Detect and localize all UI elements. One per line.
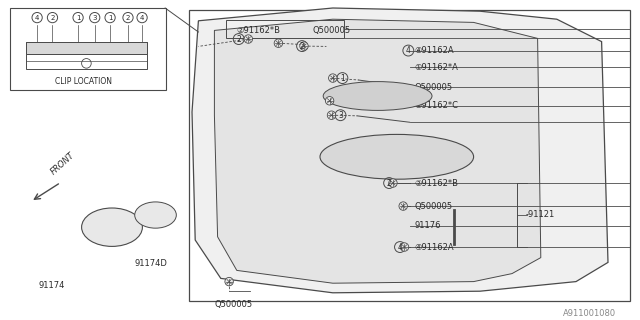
Bar	[189, 10, 630, 301]
Text: 4: 4	[140, 15, 144, 20]
Ellipse shape	[399, 202, 408, 210]
Text: 91174: 91174	[38, 281, 65, 290]
Text: ④91162A: ④91162A	[415, 46, 454, 55]
Text: 2: 2	[236, 35, 241, 44]
Ellipse shape	[274, 39, 283, 47]
Ellipse shape	[320, 134, 474, 179]
Ellipse shape	[225, 277, 234, 286]
Ellipse shape	[300, 42, 308, 50]
Ellipse shape	[244, 35, 253, 43]
Ellipse shape	[400, 243, 409, 251]
Bar	[10, 8, 166, 90]
Text: 1: 1	[108, 15, 113, 20]
Ellipse shape	[134, 202, 177, 228]
Bar	[226, 20, 344, 38]
Text: 91176: 91176	[415, 221, 441, 230]
Text: Q500005: Q500005	[415, 202, 453, 211]
Ellipse shape	[325, 97, 334, 105]
Text: FRONT: FRONT	[49, 150, 76, 176]
Text: 2: 2	[126, 15, 130, 20]
Text: 1: 1	[76, 15, 81, 20]
Text: 1: 1	[340, 74, 345, 83]
Text: 4: 4	[406, 46, 411, 55]
Polygon shape	[214, 19, 541, 283]
Text: 3: 3	[92, 15, 97, 20]
Text: ④91162A: ④91162A	[415, 243, 454, 252]
Ellipse shape	[327, 111, 336, 119]
Text: ②91162*B: ②91162*B	[237, 26, 281, 35]
Text: Q500005: Q500005	[415, 83, 453, 92]
Text: Q500005: Q500005	[214, 300, 253, 308]
Text: Q500005: Q500005	[312, 26, 351, 35]
Text: 2: 2	[300, 42, 305, 51]
Text: 4: 4	[35, 15, 39, 20]
Text: 2: 2	[387, 179, 392, 188]
Text: ②91162*B: ②91162*B	[415, 179, 459, 188]
Text: 3: 3	[338, 111, 343, 120]
Bar	[26, 42, 147, 54]
Ellipse shape	[328, 74, 337, 82]
Text: ①91162*A: ①91162*A	[415, 63, 459, 72]
Text: 4: 4	[397, 243, 403, 252]
Text: CLIP LOCATION: CLIP LOCATION	[54, 77, 112, 86]
Polygon shape	[192, 8, 608, 293]
Text: A911001080: A911001080	[563, 309, 616, 318]
Ellipse shape	[323, 82, 432, 110]
Ellipse shape	[388, 179, 397, 187]
Text: 91174D: 91174D	[134, 260, 167, 268]
Text: ③91162*C: ③91162*C	[415, 101, 459, 110]
Text: -91121: -91121	[526, 210, 556, 219]
Text: 2: 2	[51, 15, 54, 20]
Bar	[26, 42, 147, 69]
Ellipse shape	[82, 208, 143, 246]
